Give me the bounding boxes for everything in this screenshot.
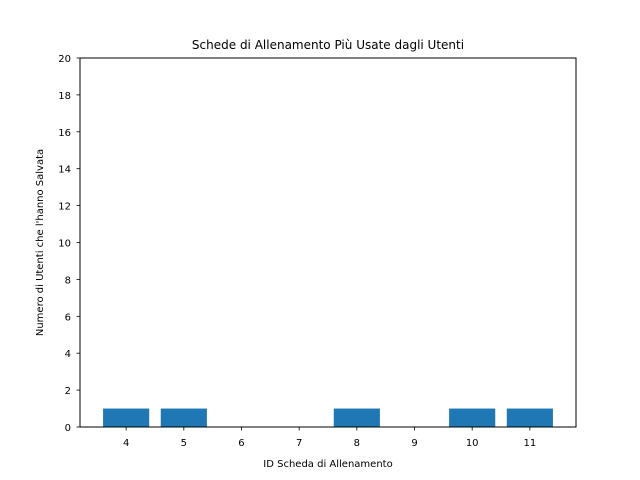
y-tick-label: 12 — [58, 202, 71, 213]
x-tick-label: 4 — [123, 438, 129, 449]
x-axis-ticks: 4 5 6 7 8 9 10 11 — [123, 427, 536, 449]
x-tick-label: 8 — [354, 438, 360, 449]
y-tick-label: 14 — [58, 165, 71, 176]
y-tick-label: 10 — [58, 239, 71, 250]
y-tick-label: 0 — [65, 423, 71, 434]
y-tick-label: 16 — [58, 128, 71, 139]
x-tick-label: 10 — [466, 438, 479, 449]
x-tick-label: 7 — [296, 438, 302, 449]
chart-title: Schede di Allenamento Più Usate dagli Ut… — [192, 38, 464, 52]
y-tick-label: 2 — [65, 386, 71, 397]
y-axis-ticks: 0 2 4 6 8 10 12 14 16 18 20 — [58, 54, 80, 434]
x-tick-label: 5 — [181, 438, 187, 449]
x-tick-label: 6 — [238, 438, 244, 449]
y-tick-label: 18 — [58, 91, 71, 102]
x-axis-label: ID Scheda di Allenamento — [263, 459, 392, 470]
bar-10 — [449, 408, 496, 427]
y-tick-label: 20 — [58, 54, 71, 65]
bar-5 — [160, 408, 207, 427]
y-axis-label: Numero di Utenti che l'hanno Salvata — [35, 149, 46, 336]
y-tick-label: 6 — [65, 312, 71, 323]
y-tick-label: 4 — [65, 349, 71, 360]
bar-11 — [506, 408, 553, 427]
bars-group — [103, 408, 553, 427]
bar-4 — [103, 408, 150, 427]
x-tick-label: 11 — [523, 438, 536, 449]
x-tick-label: 9 — [411, 438, 417, 449]
bar-8 — [333, 408, 380, 427]
plot-frame — [79, 57, 577, 428]
y-tick-label: 8 — [65, 275, 71, 286]
